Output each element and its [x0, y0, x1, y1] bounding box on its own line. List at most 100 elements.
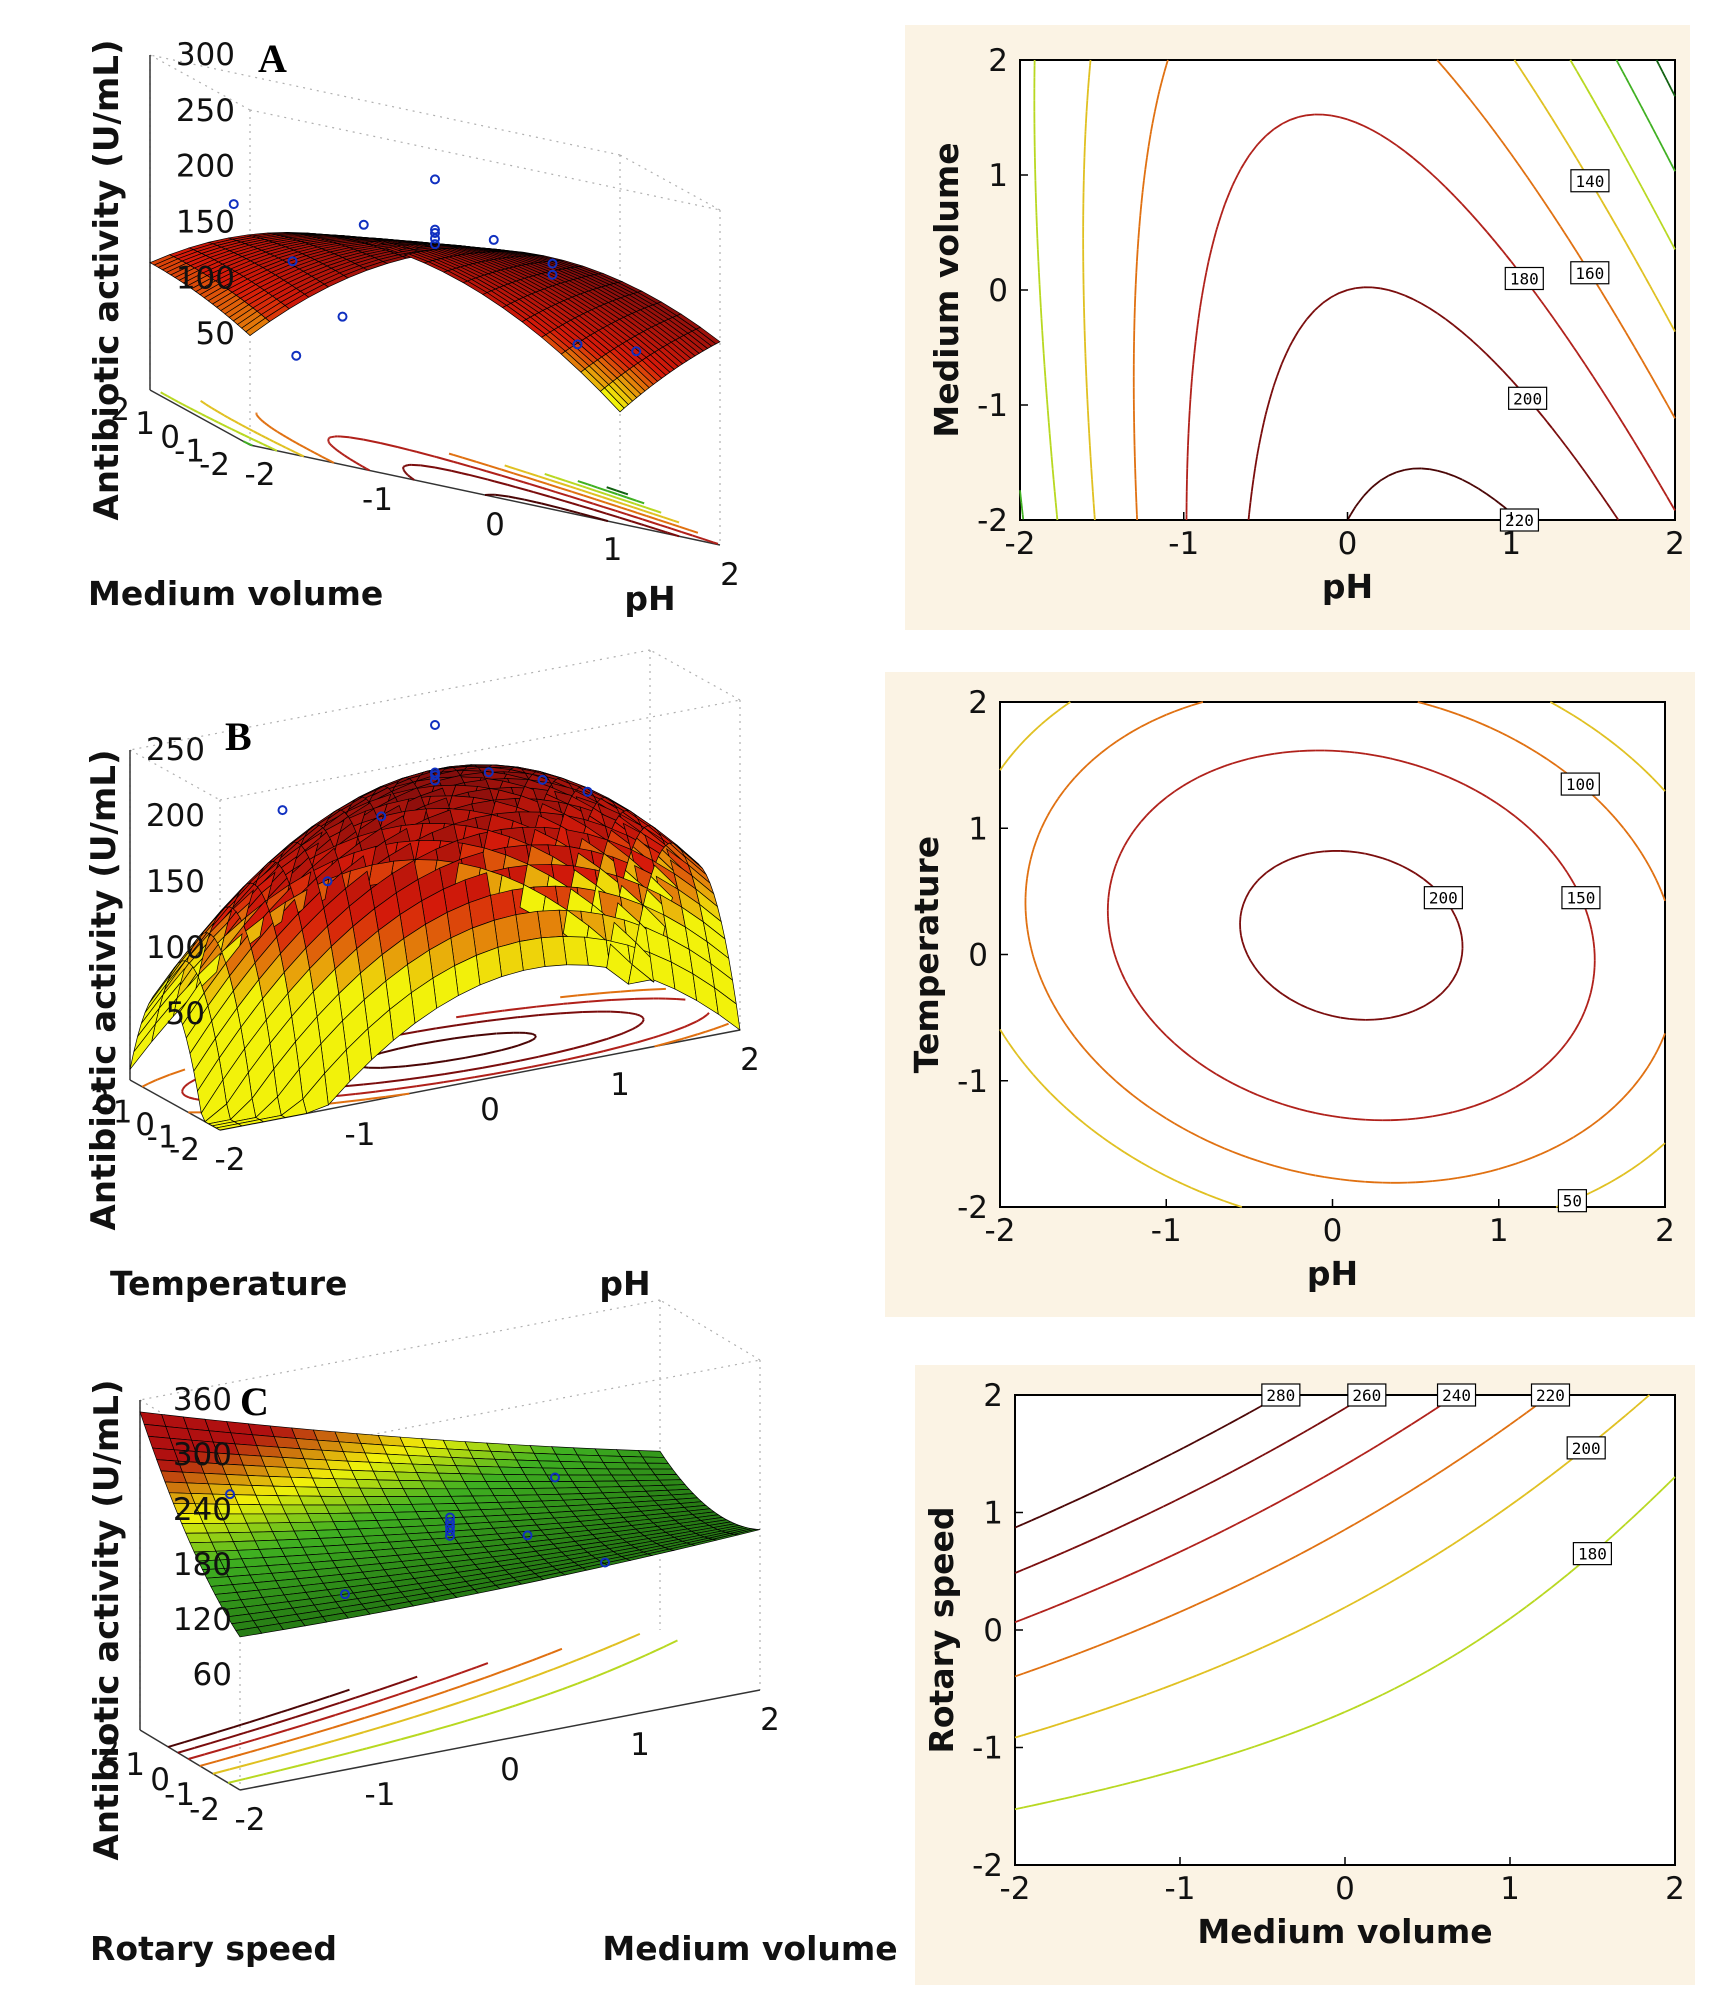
contour-segment	[1266, 128, 1275, 136]
floor-contour-segment	[185, 405, 191, 410]
contour-segment	[1203, 278, 1206, 285]
floor-contour-segment	[188, 1753, 205, 1760]
contour-segment	[1311, 1482, 1314, 1485]
contour-segment	[1542, 415, 1545, 419]
contour-segment	[1424, 1180, 1433, 1183]
surface-cell	[185, 1532, 213, 1544]
contour-segment	[1112, 865, 1117, 873]
contour-segment	[1452, 323, 1455, 327]
contour-segment	[1260, 135, 1267, 142]
contour-segment	[1095, 1061, 1101, 1067]
contour-segment	[1151, 117, 1155, 124]
x-tick-label: 2	[1655, 1213, 1675, 1249]
contour-segment	[1445, 69, 1448, 73]
contour-segment	[1589, 479, 1594, 484]
contour-segment	[1435, 1405, 1440, 1410]
contour-segment	[1108, 929, 1111, 936]
contour-segment	[1136, 1469, 1140, 1473]
contour-label: 260	[1352, 1386, 1381, 1405]
contour-segment	[1660, 393, 1666, 400]
contour-segment	[1221, 1472, 1230, 1479]
contour-segment	[1622, 827, 1630, 836]
contour-segment	[1227, 762, 1234, 766]
contour-segment	[1418, 1670, 1428, 1677]
contour-segment	[1127, 985, 1133, 993]
contour-segment	[1188, 1054, 1192, 1058]
contour-segment	[1564, 1042, 1568, 1046]
contour-segment	[1251, 145, 1257, 153]
contour-segment	[1021, 508, 1024, 515]
contour-segment	[1003, 1036, 1010, 1043]
contour-segment	[1417, 701, 1425, 705]
floor-contour-segment	[619, 516, 632, 523]
contour-segment	[1300, 1551, 1305, 1555]
floor-contour-segment	[444, 1070, 464, 1076]
y-tick-label: 0	[160, 420, 180, 456]
floor-contour-segment	[697, 1017, 704, 1022]
contour-segment	[1322, 113, 1332, 117]
contour-segment	[1057, 707, 1062, 712]
contour-segment	[1154, 1687, 1163, 1693]
contour-segment	[1165, 1175, 1175, 1181]
floor-contour-segment	[578, 504, 594, 511]
contour-segment	[1319, 1541, 1324, 1545]
contour-segment	[1148, 1017, 1156, 1025]
contour-segment	[1581, 720, 1591, 728]
contour-segment	[1089, 1054, 1093, 1058]
contour-segment	[1113, 1577, 1123, 1583]
contour-segment	[1657, 783, 1665, 791]
contour-segment	[1278, 364, 1283, 371]
contour-segment	[1589, 985, 1594, 993]
contour-segment	[1575, 158, 1581, 164]
contour-segment	[1429, 468, 1438, 472]
contour-segment	[1523, 1156, 1533, 1162]
contour-segment	[1570, 878, 1575, 884]
y-axis-title: Medium volume	[88, 574, 383, 613]
contour-segment	[1639, 850, 1643, 854]
contour-segment	[1257, 878, 1261, 882]
floor-contour-segment	[363, 438, 381, 444]
floor-contour-segment	[343, 454, 348, 459]
contour-segment	[1509, 1611, 1519, 1619]
contour-segment	[1102, 1136, 1109, 1143]
contour-segment	[1651, 289, 1657, 297]
contour-segment	[1645, 278, 1650, 285]
contour-segment	[1264, 410, 1268, 415]
surface-cell	[637, 1450, 665, 1458]
contour-segment	[1517, 162, 1521, 167]
contour-segment	[1113, 1783, 1123, 1788]
contour-segment	[1413, 871, 1417, 875]
contour-segment	[1468, 1447, 1478, 1454]
contour-segment	[1028, 859, 1032, 867]
floor-contour-segment	[508, 495, 517, 499]
contour-segment	[1408, 1569, 1412, 1573]
contour-segment	[1534, 1594, 1543, 1602]
floor-contour-segment	[561, 1662, 569, 1667]
contour-segment	[1608, 304, 1612, 308]
contour-segment	[1565, 1036, 1572, 1044]
y-tick-label: -2	[189, 1792, 220, 1828]
floor-contour-segment	[227, 416, 232, 421]
contour-segment	[1054, 1605, 1057, 1608]
contour-segment	[1082, 764, 1088, 770]
contour-segment	[1670, 88, 1675, 95]
contour-segment	[1532, 1486, 1536, 1490]
floor-contour-segment	[349, 1083, 364, 1087]
contour-segment	[1606, 1180, 1612, 1186]
floor-contour-segment	[644, 1652, 651, 1657]
floor-contour-segment	[344, 1688, 350, 1693]
contour-segment	[1192, 1674, 1197, 1678]
floor-contour-segment	[589, 1038, 607, 1045]
floor-contour-segment	[594, 509, 607, 515]
contour-segment	[1563, 232, 1569, 239]
contour-segment	[1476, 1635, 1486, 1642]
contour-segment	[1262, 1570, 1268, 1575]
floor-contour-segment	[448, 1685, 461, 1692]
surface-mesh	[129, 764, 741, 1131]
contour-segment	[1513, 59, 1519, 67]
contour-segment	[1196, 1061, 1201, 1064]
contour-segment	[1099, 751, 1103, 755]
contour-segment	[1154, 1023, 1159, 1028]
contour-segment	[1256, 450, 1259, 455]
contour-segment	[1405, 1679, 1412, 1684]
